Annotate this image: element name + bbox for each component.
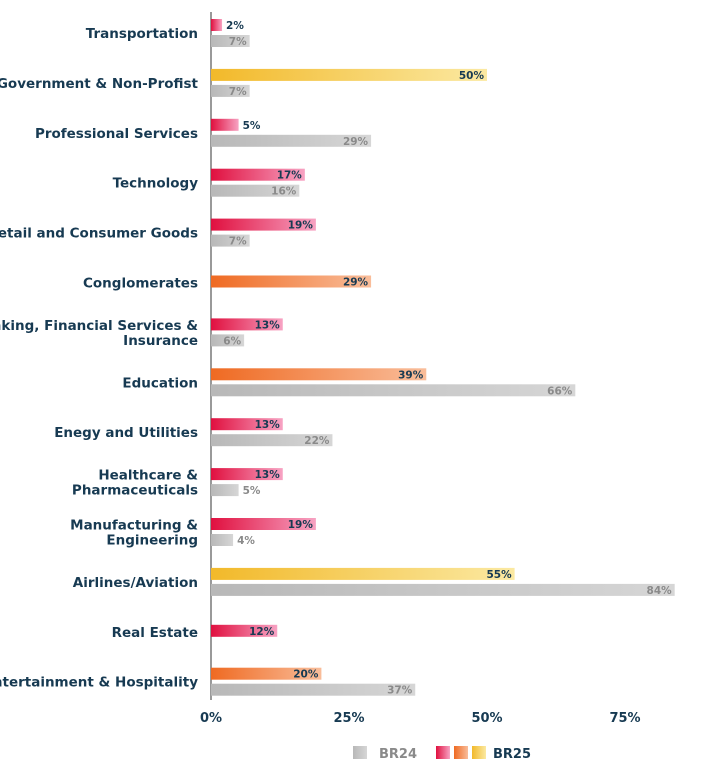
data-label: 29%: [343, 277, 369, 289]
legend-swatch-br25-orange: [454, 746, 468, 759]
category-label: Education: [122, 375, 198, 391]
data-label: 5%: [243, 120, 261, 132]
data-label: 13%: [255, 319, 281, 331]
category-label: Airlines/Aviation: [73, 575, 198, 591]
category-label: Banking, Financial Services &: [0, 318, 198, 334]
br24-bar: [211, 484, 239, 497]
category-label: Transportation: [86, 26, 198, 42]
br25-bar: [211, 318, 283, 331]
br24-bar: [211, 434, 333, 447]
data-label: 19%: [288, 519, 314, 531]
data-label: 6%: [223, 335, 241, 347]
data-label: 37%: [387, 685, 413, 697]
data-label: 16%: [271, 186, 297, 198]
data-label: 7%: [229, 236, 247, 248]
data-label: 22%: [304, 435, 330, 447]
category-label: Government & Non-Profist: [0, 76, 199, 92]
data-label: 5%: [243, 485, 261, 497]
br25-bar: [211, 275, 372, 288]
br25-bar: [211, 418, 283, 431]
br24-bar: [211, 583, 675, 596]
data-label: 66%: [547, 385, 573, 397]
br25-bar: [211, 168, 305, 181]
category-label: Entertainment & Hospitality: [0, 675, 198, 691]
br25-bar: [211, 118, 239, 131]
category-label: Engineering: [106, 533, 198, 549]
data-label: 17%: [277, 170, 303, 182]
br24-bar: [211, 35, 250, 47]
category-label: Insurance: [123, 333, 198, 349]
data-label: 13%: [255, 419, 281, 431]
data-label: 29%: [343, 136, 369, 148]
legend-label-br24: BR24: [379, 747, 417, 762]
data-label: 55%: [486, 569, 512, 581]
br25-bar: [211, 368, 427, 381]
legend-label-br25: BR25: [493, 747, 531, 762]
data-label: 7%: [229, 36, 247, 48]
br24-bar: [211, 534, 234, 546]
data-label: 13%: [255, 469, 281, 481]
x-tick-label: 75%: [609, 711, 640, 726]
data-label: 19%: [288, 220, 314, 232]
data-label: 12%: [249, 626, 275, 638]
category-label: Enegy and Utilities: [54, 425, 198, 441]
br25-bar: [211, 68, 487, 81]
br25-bar: [211, 518, 316, 530]
br25-bar: [211, 19, 223, 31]
br24-bar: [211, 384, 576, 397]
data-label: 7%: [229, 86, 247, 98]
br24-bar: [211, 184, 300, 197]
br24-bar: [211, 334, 245, 347]
x-tick-label: 0%: [200, 711, 222, 726]
data-label: 50%: [459, 70, 485, 82]
category-label: Professional Services: [35, 126, 198, 142]
category-label: Real Estate: [112, 625, 198, 641]
category-label: Manufacturing &: [70, 518, 198, 534]
data-label: 4%: [237, 535, 255, 547]
br25-bar: [211, 667, 322, 680]
br24-bar: [211, 234, 250, 247]
category-label: Retail and Consumer Goods: [0, 226, 198, 242]
category-label: Healthcare &: [98, 468, 198, 484]
category-label: Technology: [113, 176, 199, 192]
x-tick-label: 50%: [471, 711, 502, 726]
br24-bar: [211, 683, 416, 696]
data-label: 84%: [647, 585, 673, 597]
x-tick-label: 25%: [333, 711, 364, 726]
br25-bar: [211, 468, 283, 481]
br25-bar: [211, 567, 515, 580]
legend-swatch-br25-yellow: [472, 746, 486, 759]
br24-bar: [211, 84, 250, 97]
data-label: 39%: [398, 369, 424, 381]
category-label: Pharmaceuticals: [72, 483, 198, 499]
data-label: 2%: [226, 20, 244, 32]
br25-bar: [211, 624, 278, 637]
category-label: Conglomerates: [83, 276, 198, 292]
legend-swatch-br25-pink: [436, 746, 450, 759]
legend-swatch-br24: [353, 746, 367, 759]
data-label: 20%: [293, 669, 319, 681]
br25-bar: [211, 218, 316, 231]
br24-bar: [211, 134, 372, 147]
